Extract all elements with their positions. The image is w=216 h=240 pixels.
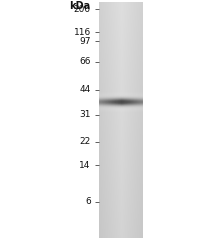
- Text: 66: 66: [79, 57, 91, 66]
- Text: 97: 97: [79, 37, 91, 46]
- Text: 44: 44: [79, 85, 91, 95]
- Text: 31: 31: [79, 110, 91, 119]
- Text: kDa: kDa: [70, 1, 91, 11]
- Text: 6: 6: [85, 197, 91, 206]
- Text: 14: 14: [79, 161, 91, 170]
- Text: 116: 116: [73, 28, 91, 37]
- Text: 22: 22: [79, 137, 91, 146]
- Text: 200: 200: [74, 5, 91, 14]
